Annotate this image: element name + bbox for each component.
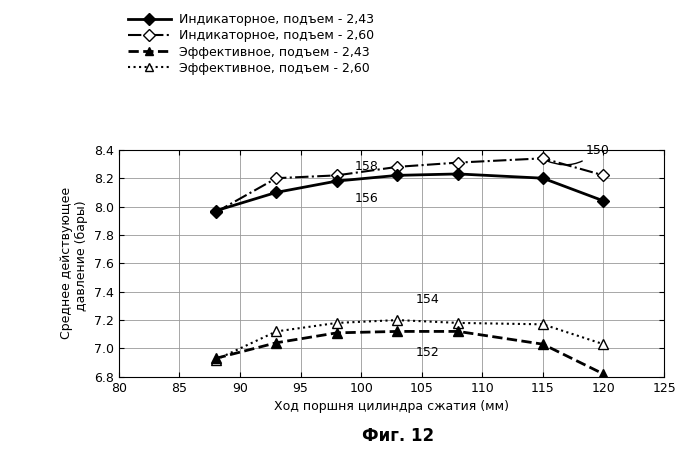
Legend: Индикаторное, подъем - 2,43, Индикаторное, подъем - 2,60, Эффективное, подъем - : Индикаторное, подъем - 2,43, Индикаторно… (125, 11, 377, 77)
Text: 152: 152 (416, 345, 440, 359)
Y-axis label: Среднее действующее
    давление (бары): Среднее действующее давление (бары) (60, 187, 88, 340)
X-axis label: Ход поршня цилиндра сжатия (мм): Ход поршня цилиндра сжатия (мм) (274, 400, 509, 413)
Text: 150: 150 (545, 144, 609, 165)
Text: 156: 156 (355, 192, 379, 205)
Text: Фиг. 12: Фиг. 12 (362, 427, 435, 445)
Text: 154: 154 (416, 293, 440, 306)
Text: 158: 158 (355, 159, 379, 173)
